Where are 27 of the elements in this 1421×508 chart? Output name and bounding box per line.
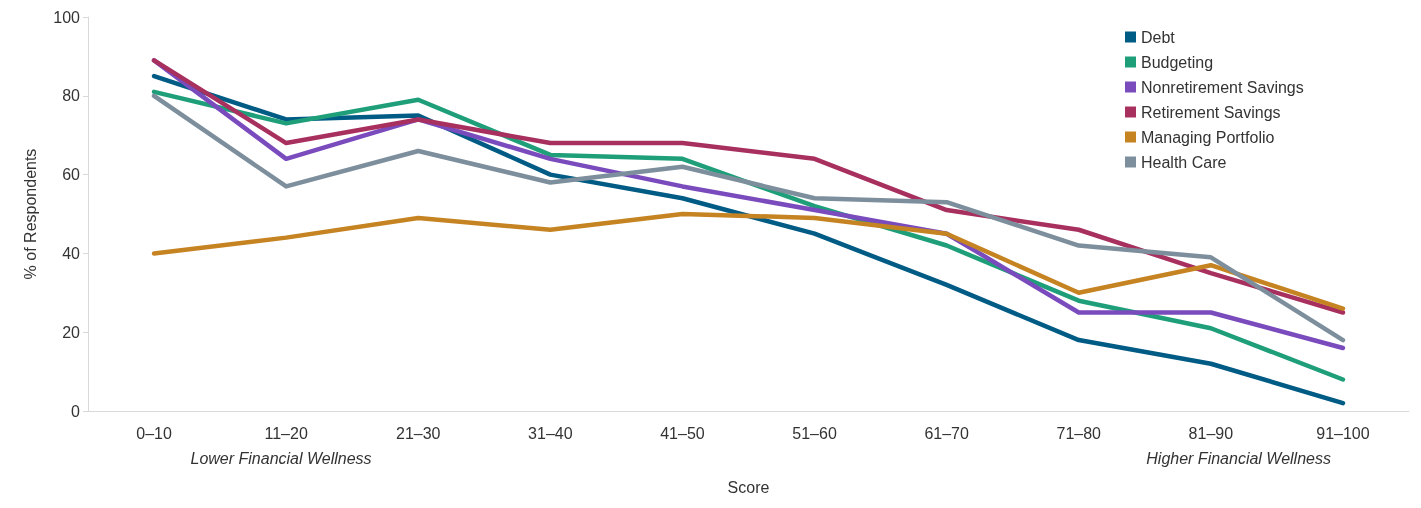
legend-label: Health Care (1141, 153, 1227, 171)
legend-label: Managing Portfolio (1141, 128, 1275, 146)
line-series (151, 211, 1346, 311)
text: Higher Financial Wellness (1146, 449, 1331, 467)
x-tick-label: 0–10 (136, 424, 172, 442)
x-tick-label: 41–50 (660, 424, 705, 442)
legend-label: Debt (1141, 28, 1176, 46)
x-tick-label: 11–20 (264, 424, 308, 442)
x-tick-label: 21–30 (396, 424, 441, 442)
legend-label: Nonretirement Savings (1141, 78, 1304, 96)
y-tick-label: 20 (62, 323, 81, 341)
x-tick-label: 81–90 (1188, 424, 1234, 442)
y-tick-label: 40 (62, 244, 81, 262)
x-tick-label: 51–60 (792, 424, 837, 442)
legend-label: Retirement Savings (1141, 103, 1281, 121)
x-tick-label: 31–40 (528, 424, 573, 442)
y-tick-label: 0 (71, 402, 81, 420)
x-tick-label: 61–70 (924, 424, 969, 442)
y-axis-title: % of Respondents (21, 148, 39, 280)
x-tick-label: 71–80 (1056, 424, 1102, 442)
y-tick-label: 60 (62, 166, 81, 184)
y-tick-label: 100 (53, 8, 81, 26)
text: Lower Financial Wellness (190, 449, 372, 467)
x-tick-label: 91–100 (1316, 424, 1370, 442)
legend-label: Budgeting (1141, 53, 1214, 71)
x-axis-title: Score (727, 478, 770, 496)
y-tick-label: 80 (62, 87, 81, 105)
